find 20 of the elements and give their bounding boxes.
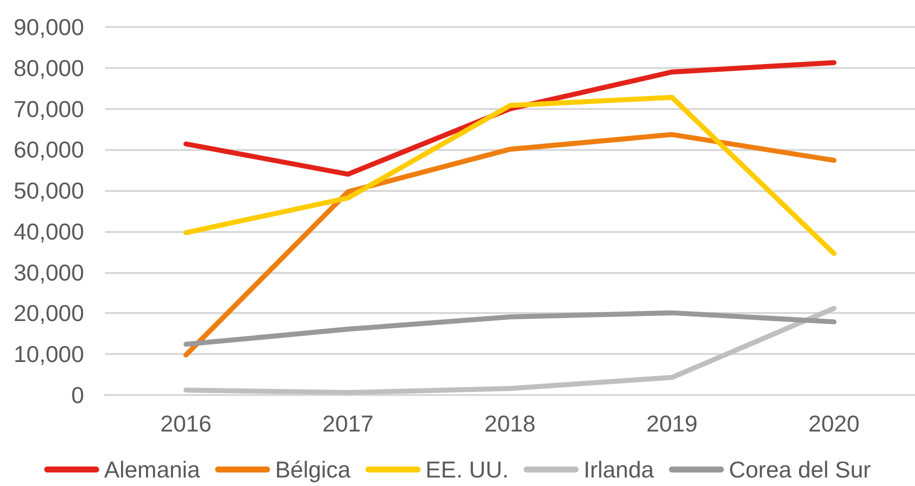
x-tick-label: 2016	[160, 410, 212, 436]
x-tick-label: 2019	[646, 410, 698, 436]
x-tick-label: 2017	[322, 410, 374, 436]
y-tick-label: 80,000	[14, 54, 84, 81]
legend-label: EE. UU.	[426, 456, 509, 482]
y-tick-label: 40,000	[14, 218, 84, 244]
legend-label: Alemania	[104, 456, 200, 482]
x-tick-label: 2020	[808, 410, 860, 436]
y-tick-label: 20,000	[14, 300, 84, 326]
y-tick-label: 50,000	[14, 178, 84, 204]
y-tick-label: 10,000	[14, 341, 84, 368]
y-tick-label: 0	[71, 382, 84, 408]
y-tick-label: 90,000	[14, 14, 84, 40]
legend-label: Corea del Sur	[728, 456, 872, 482]
legend-label: Irlanda	[584, 456, 654, 482]
y-tick-label: 30,000	[14, 259, 84, 286]
x-tick-label: 2018	[484, 410, 536, 436]
legend-label: Bélgica	[275, 456, 351, 482]
y-tick-label: 70,000	[14, 96, 84, 122]
y-tick-label: 60,000	[14, 136, 84, 163]
